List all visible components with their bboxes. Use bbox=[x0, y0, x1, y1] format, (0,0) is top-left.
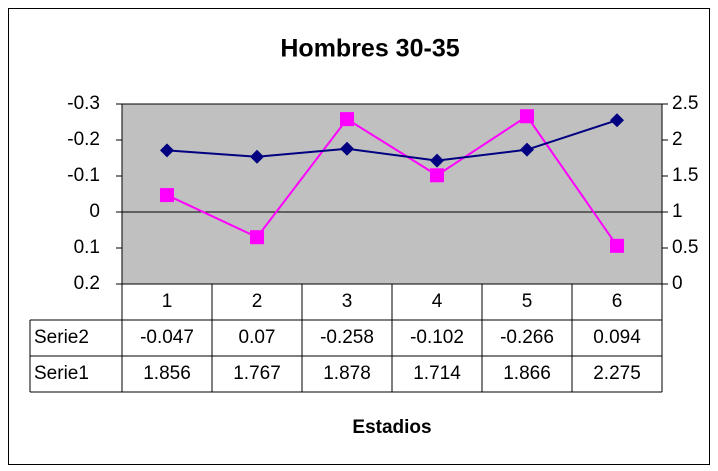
series-marker bbox=[250, 149, 264, 164]
table-cell: 1.866 bbox=[503, 363, 551, 384]
series-marker bbox=[430, 153, 444, 168]
y2-tick-label: 0 bbox=[672, 273, 683, 294]
series-marker bbox=[340, 112, 354, 127]
y2-tick-label: 1.5 bbox=[672, 165, 698, 186]
series-line bbox=[166, 119, 618, 162]
table-cell: -0.102 bbox=[410, 327, 464, 348]
x-tick-label: 4 bbox=[432, 291, 443, 312]
x-tick-label: 5 bbox=[522, 291, 533, 312]
table-cell: -0.047 bbox=[140, 327, 194, 348]
series-marker bbox=[610, 113, 624, 128]
x-tick-label: 3 bbox=[342, 291, 353, 312]
y2-tick-label: 1 bbox=[672, 201, 683, 222]
table-cell: 1.714 bbox=[413, 363, 461, 384]
series-marker bbox=[250, 230, 264, 245]
table-cell: -0.266 bbox=[500, 327, 554, 348]
series-line bbox=[166, 114, 618, 247]
x-tick-label: 2 bbox=[252, 291, 263, 312]
series-marker bbox=[430, 168, 444, 183]
series-marker bbox=[160, 143, 174, 158]
x-tick-label: 6 bbox=[612, 291, 623, 312]
table-row-label: Serie1 bbox=[34, 363, 89, 384]
table-cell: 1.878 bbox=[323, 363, 371, 384]
series-marker bbox=[520, 109, 534, 124]
y-tick-label: 0.1 bbox=[74, 237, 100, 258]
series-marker bbox=[610, 238, 624, 253]
y2-tick-label: 2 bbox=[672, 129, 683, 150]
table-cell: -0.258 bbox=[320, 327, 374, 348]
series-marker bbox=[520, 142, 534, 157]
y-tick-label: -0.1 bbox=[67, 165, 100, 186]
y-tick-label: 0 bbox=[89, 201, 100, 222]
y-tick-label: -0.2 bbox=[67, 129, 100, 150]
y2-tick-label: 2.5 bbox=[672, 93, 698, 114]
table-row-label: Serie2 bbox=[34, 327, 89, 348]
x-tick-label: 1 bbox=[162, 291, 173, 312]
series-marker bbox=[160, 188, 174, 203]
table-cell: 0.07 bbox=[239, 327, 276, 348]
table-cell: 1.767 bbox=[233, 363, 281, 384]
chart-title: Hombres 30-35 bbox=[280, 35, 459, 63]
y-tick-label: 0.2 bbox=[74, 273, 100, 294]
series-marker bbox=[340, 141, 354, 156]
y2-tick-label: 0.5 bbox=[672, 237, 698, 258]
table-cell: 0.094 bbox=[593, 327, 641, 348]
x-axis-label: Estadios bbox=[352, 417, 431, 438]
table-cell: 2.275 bbox=[593, 363, 641, 384]
table-cell: 1.856 bbox=[143, 363, 191, 384]
y-tick-label: -0.3 bbox=[67, 93, 100, 114]
